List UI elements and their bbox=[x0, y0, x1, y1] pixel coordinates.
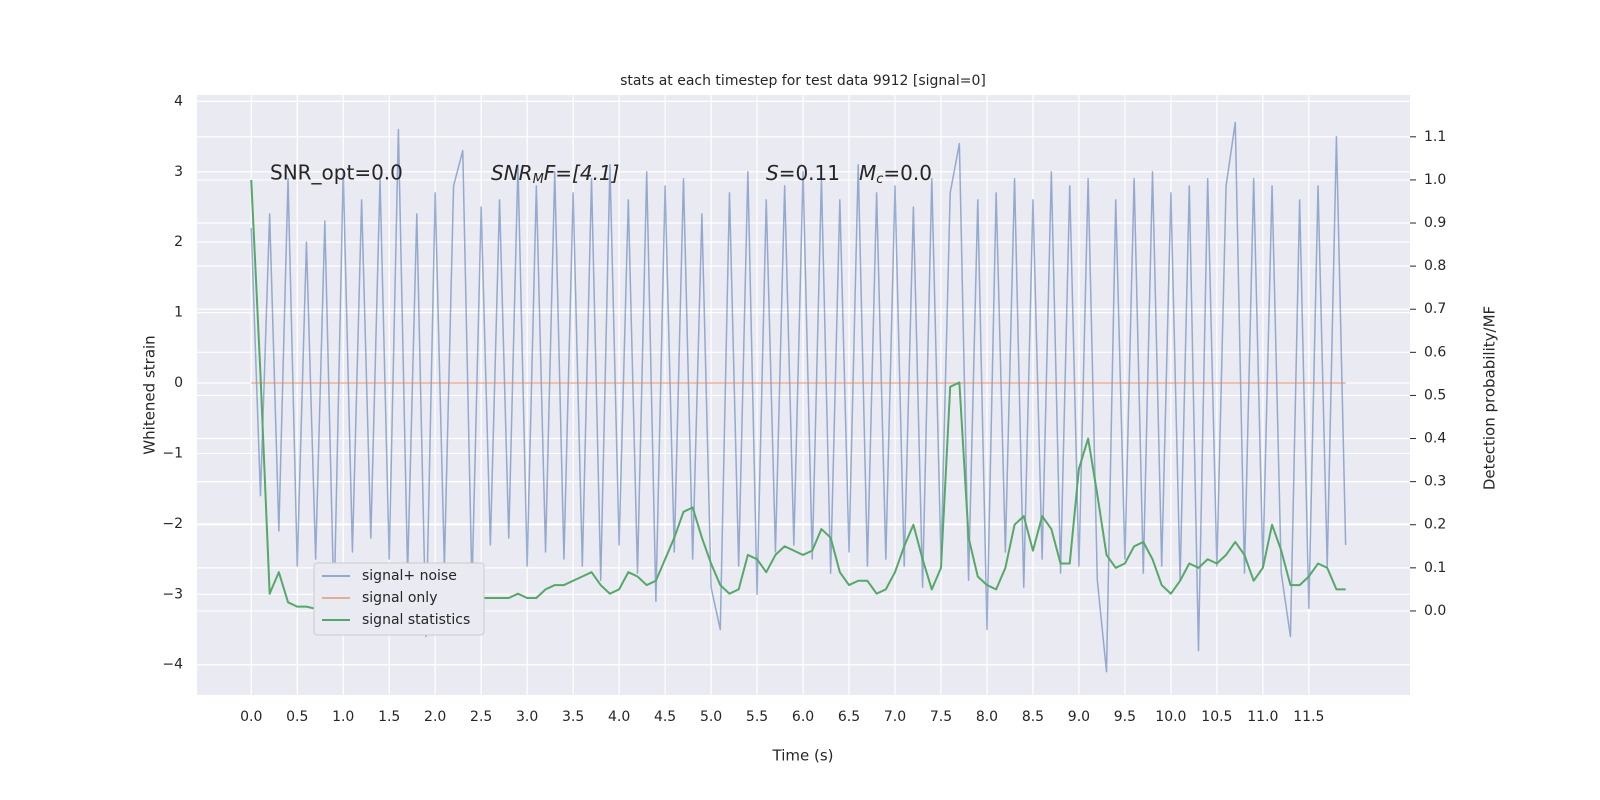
y-tick-label: 3 bbox=[174, 164, 183, 180]
x-tick-label: 1.0 bbox=[332, 709, 354, 725]
y2-tick-label: 0.1 bbox=[1424, 560, 1446, 576]
y2-tick-label: 1.1 bbox=[1424, 129, 1446, 145]
annotation: Mc=0.0 bbox=[859, 161, 932, 187]
x-tick-label: 5.5 bbox=[746, 709, 768, 725]
y-tick-label: −2 bbox=[162, 516, 183, 532]
x-tick-label: 9.0 bbox=[1068, 709, 1090, 725]
series-line bbox=[250, 121, 1347, 673]
x-tick-label: 8.5 bbox=[1022, 709, 1044, 725]
legend-label: signal only bbox=[362, 590, 437, 606]
y2-tick-label: 0.4 bbox=[1424, 431, 1446, 447]
y2-tick-label: 0.9 bbox=[1424, 215, 1446, 231]
x-tick-label: 5.0 bbox=[700, 709, 722, 725]
y-tick-label: 1 bbox=[174, 305, 183, 321]
annotation: SNRMF=[4.1] bbox=[491, 161, 619, 187]
chart-title: stats at each timestep for test data 991… bbox=[620, 73, 986, 89]
x-tick-label: 0.5 bbox=[286, 709, 308, 725]
y-tick-label: −3 bbox=[162, 586, 183, 602]
x-tick-label: 2.0 bbox=[424, 709, 446, 725]
annotation-part: c bbox=[876, 172, 883, 187]
y2-tick-label: 1.0 bbox=[1424, 172, 1446, 188]
x-tick-label: 8.0 bbox=[976, 709, 998, 725]
y2-tick-label: 0.2 bbox=[1424, 517, 1446, 533]
y-tick-label: −1 bbox=[162, 445, 183, 461]
y-axis-label: Whitened strain bbox=[141, 335, 159, 454]
x-tick-label: 6.0 bbox=[792, 709, 814, 725]
x-tick-label: 0.0 bbox=[240, 709, 262, 725]
x-tick-label: 10.5 bbox=[1201, 709, 1232, 725]
annotations: SNR_opt=0.0 SNRMF=[4.1] S=0.11 Mc=0.0 bbox=[270, 161, 932, 187]
y-tick-label: 2 bbox=[174, 234, 183, 250]
y-tick-label: 0 bbox=[174, 375, 183, 391]
annotation-part: S bbox=[766, 161, 779, 185]
x-tick-label: 11.5 bbox=[1293, 709, 1324, 725]
annotation: SNR_opt=0.0 bbox=[270, 161, 403, 185]
annotation-part: =0.11 bbox=[779, 161, 840, 185]
annotation-part: F=[4.1] bbox=[544, 161, 620, 185]
annotation-part: SNR bbox=[491, 161, 533, 185]
x-tick-label: 2.5 bbox=[470, 709, 492, 725]
legend: signal+ noise signal only signal statistic… bbox=[313, 562, 485, 636]
x-tick-label: 3.0 bbox=[516, 709, 538, 725]
x-tick-label: 3.5 bbox=[562, 709, 584, 725]
annotation-part: =0.0 bbox=[883, 161, 932, 185]
y2-axis-label: Detection probability/MF bbox=[1481, 306, 1499, 490]
x-tick-label: 9.5 bbox=[1114, 709, 1136, 725]
legend-label: signal+ noise bbox=[362, 568, 457, 584]
x-tick-label: 4.5 bbox=[654, 709, 676, 725]
x-tick-label: 7.5 bbox=[930, 709, 952, 725]
y2-tick-label: 0.7 bbox=[1424, 301, 1446, 317]
y2-tick-label: 0.8 bbox=[1424, 258, 1446, 274]
x-tick-label: 7.0 bbox=[884, 709, 906, 725]
y2-tick-label: 0.5 bbox=[1424, 387, 1446, 403]
x-tick-label: 4.0 bbox=[608, 709, 630, 725]
x-axis-label: Time (s) bbox=[772, 747, 834, 765]
legend-label: signal statistics bbox=[362, 612, 470, 628]
annotation-part: M bbox=[859, 161, 876, 185]
annotation: S=0.11 bbox=[766, 161, 840, 185]
y2-tick-label: 0.6 bbox=[1424, 344, 1446, 360]
legend-box bbox=[313, 562, 485, 636]
x-tick-label: 11.0 bbox=[1247, 709, 1278, 725]
x-tick-label: 1.5 bbox=[378, 709, 400, 725]
annotation-part: M bbox=[533, 172, 544, 187]
x-tick-label: 6.5 bbox=[838, 709, 860, 725]
y-tick-label: −4 bbox=[162, 657, 183, 673]
x-tick-label: 10.0 bbox=[1155, 709, 1186, 725]
y2-tick-label: 0.0 bbox=[1424, 603, 1446, 619]
y-tick-label: 4 bbox=[174, 93, 183, 109]
y2-tick-label: 0.3 bbox=[1424, 474, 1446, 490]
